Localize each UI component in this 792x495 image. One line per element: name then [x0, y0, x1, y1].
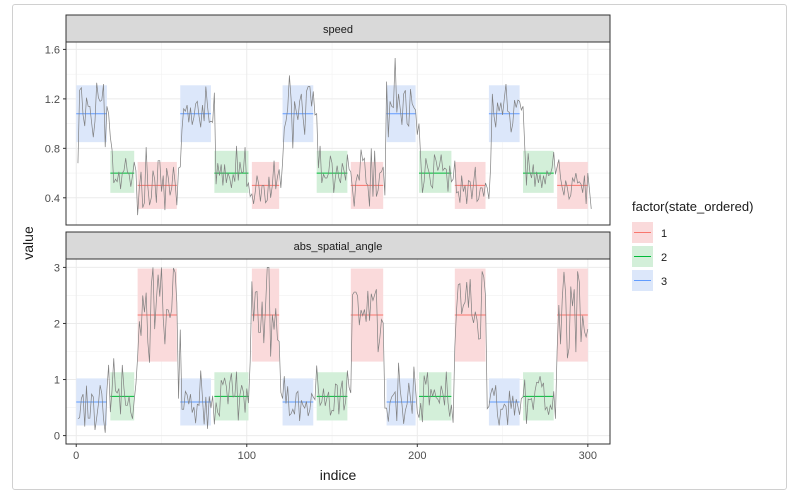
- legend-keys: 1 2 3: [632, 222, 667, 291]
- x-tick-label: 0: [73, 450, 79, 462]
- x-axis: 0 100 200 300: [73, 444, 597, 462]
- y-tick-label: 0: [54, 431, 60, 443]
- facet-abs-spatial-angle: abs_spatial_angle 0 1 2 3: [54, 231, 611, 445]
- x-tick-label: 300: [579, 450, 597, 462]
- panel-border-speed: [65, 41, 611, 226]
- series-line-speed: [77, 58, 592, 216]
- y-axis-title: value: [20, 226, 36, 260]
- x-tick-label: 100: [238, 450, 256, 462]
- series-line-abs-spatial-angle: [77, 267, 589, 433]
- y-tick-label: 3: [54, 262, 60, 274]
- legend-title: factor(state_ordered): [632, 199, 753, 214]
- y-tick-label: 1.6: [45, 44, 60, 56]
- y-tick-label: 0.4: [45, 193, 60, 205]
- panel-border-abs-spatial-angle: [65, 258, 611, 445]
- legend: factor(state_ordered) 1 2 3: [632, 199, 753, 291]
- strip-label-speed: speed: [323, 24, 353, 36]
- facet-speed: speed 0.4 0.8 1.2 1.6: [45, 14, 611, 226]
- y-axis-abs-spatial-angle: 0 1 2 3: [54, 262, 66, 443]
- state-ribbon-2: [110, 150, 135, 193]
- strip-speed: [65, 14, 611, 43]
- state-segments-abs-spatial-angle: [76, 268, 588, 426]
- y-axis-speed: 0.4 0.8 1.2 1.6: [45, 44, 66, 205]
- x-axis-title: indice: [320, 467, 357, 483]
- legend-label-3: 3: [661, 276, 667, 288]
- legend-label-1: 1: [661, 228, 667, 240]
- y-tick-label: 1.2: [45, 94, 60, 106]
- state-ribbon-2: [316, 150, 348, 193]
- strip-label-abs-spatial-angle: abs_spatial_angle: [294, 241, 383, 253]
- legend-label-2: 2: [661, 252, 667, 264]
- y-tick-label: 0.8: [45, 143, 60, 155]
- series-line: [77, 267, 589, 433]
- series-line: [77, 58, 592, 216]
- x-tick-label: 200: [408, 450, 426, 462]
- y-tick-label: 2: [54, 318, 60, 330]
- y-tick-label: 1: [54, 375, 60, 387]
